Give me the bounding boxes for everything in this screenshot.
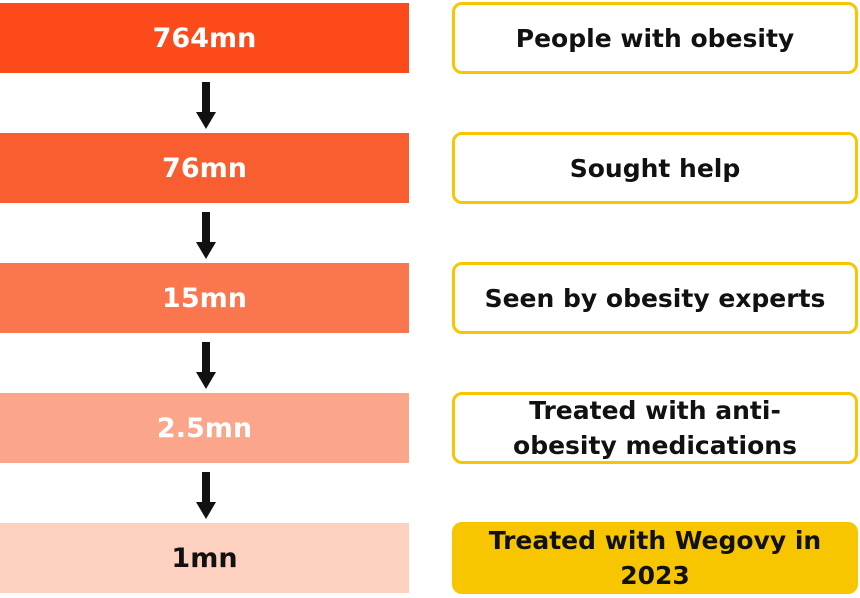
stage-label: Treated with Wegovy in 2023	[452, 522, 858, 594]
stage-label: Seen by obesity experts	[452, 262, 858, 334]
arrow	[196, 342, 216, 389]
stage-value: 2.5mn	[0, 393, 409, 463]
stage-label: Sought help	[452, 132, 858, 204]
stage-label: People with obesity	[452, 2, 858, 74]
stage-value: 1mn	[0, 523, 409, 593]
stage-value: 76mn	[0, 133, 409, 203]
stage-value: 764mn	[0, 3, 409, 73]
arrow	[196, 82, 216, 129]
arrow	[196, 212, 216, 259]
arrow	[196, 472, 216, 519]
stage-value: 15mn	[0, 263, 409, 333]
stage-label: Treated with anti- obesity medications	[452, 392, 858, 464]
